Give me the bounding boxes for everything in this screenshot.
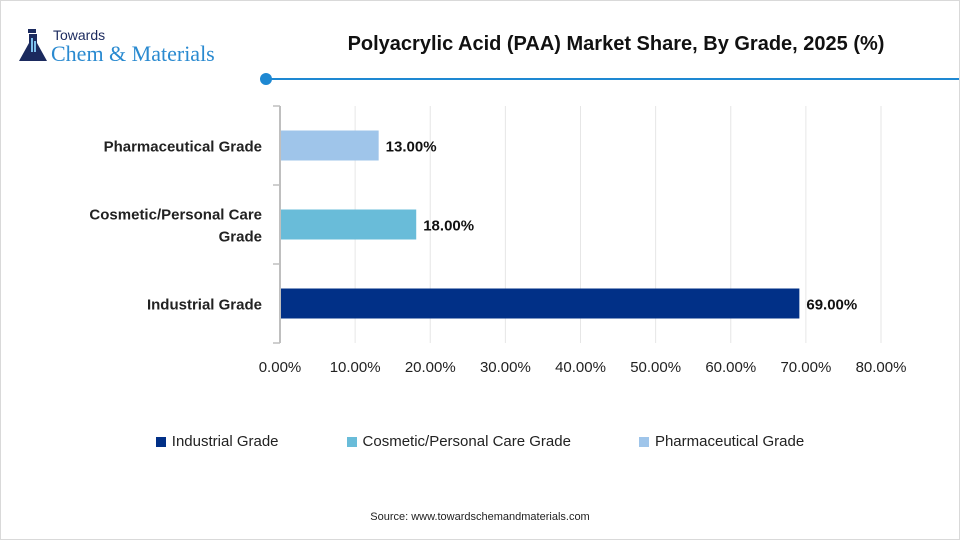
legend-item: Industrial Grade	[155, 433, 279, 450]
x-tick-label: 20.00%	[405, 359, 456, 376]
legend: Industrial Grade Cosmetic/Personal Care G…	[1, 433, 959, 450]
data-label: 69.00%	[806, 297, 857, 314]
title-rule-dot	[260, 73, 272, 85]
legend-swatch	[155, 436, 166, 447]
x-tick-label: 0.00%	[259, 359, 302, 376]
legend-item: Cosmetic/Personal Care Grade	[346, 433, 571, 450]
title-rule	[267, 78, 959, 80]
x-tick-label: 60.00%	[705, 359, 756, 376]
data-label: 18.00%	[423, 218, 474, 235]
legend-swatch	[638, 436, 649, 447]
source-text: Source: www.towardschemandmaterials.com	[370, 511, 590, 523]
category-label: Cosmetic/Personal Care	[89, 207, 262, 224]
category-label: Pharmaceutical Grade	[104, 139, 262, 156]
category-label: Industrial Grade	[147, 297, 262, 314]
logo-main-text: Chem & Materials	[51, 41, 215, 66]
bar	[281, 130, 379, 161]
x-tick-label: 50.00%	[630, 359, 681, 376]
flask-icon	[19, 29, 47, 61]
x-tick-label: 30.00%	[480, 359, 531, 376]
legend-label: Industrial Grade	[171, 433, 279, 450]
x-tick-label: 80.00%	[856, 359, 907, 376]
bar	[281, 209, 417, 240]
legend-label: Cosmetic/Personal Care Grade	[362, 433, 571, 450]
legend-label: Pharmaceutical Grade	[654, 433, 805, 450]
x-tick-label: 10.00%	[330, 359, 381, 376]
logo-top-text: Towards	[53, 27, 106, 43]
bar	[281, 288, 800, 319]
data-label: 13.00%	[386, 139, 437, 156]
legend-item: Pharmaceutical Grade	[638, 433, 805, 450]
legend-swatch	[346, 436, 357, 447]
chart-title: Polyacrylic Acid (PAA) Market Share, By …	[347, 33, 885, 55]
x-tick-label: 70.00%	[780, 359, 831, 376]
category-label: Grade	[219, 229, 262, 246]
x-tick-label: 40.00%	[555, 359, 606, 376]
plot-area: 0.00% 10.00% 20.00% 30.00% 40.00% 50.00% 60.00…	[89, 105, 907, 376]
